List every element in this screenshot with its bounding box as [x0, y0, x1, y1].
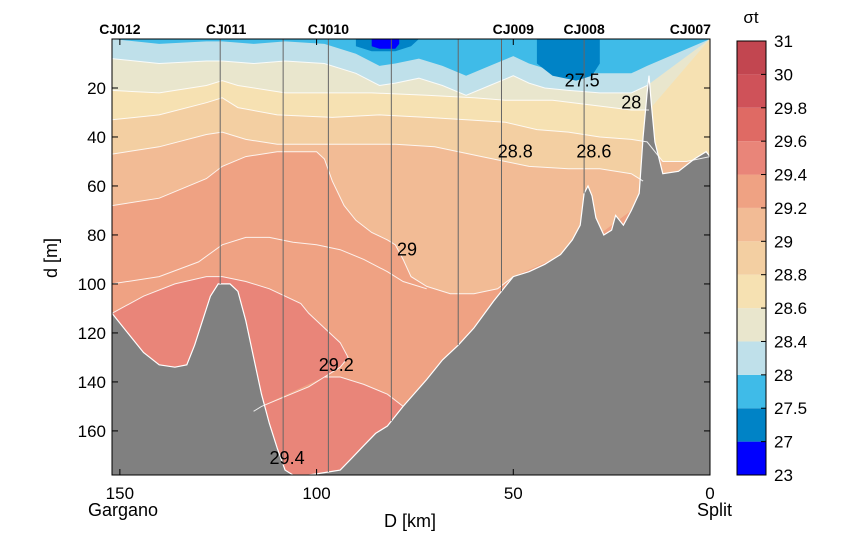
colorbar-level-label: 23: [774, 466, 793, 485]
colorbar-level-label: 29.2: [774, 199, 807, 218]
station-label: CJ008: [563, 21, 604, 37]
colorbar-level-label: 28.8: [774, 266, 807, 285]
y-tick-label: 140: [78, 373, 106, 392]
x-tick-label: 0: [705, 484, 714, 503]
colorbar-swatch: [737, 241, 766, 275]
contour-line: [112, 80, 649, 111]
colorbar-swatch: [737, 41, 766, 75]
contour-label: 28.8: [498, 142, 533, 162]
contour-lines: [112, 58, 710, 475]
station-labels: CJ012 CJ011 CJ010 CJ009 CJ008 CJ007: [99, 21, 711, 37]
colorbar-level-label: 28: [774, 366, 793, 385]
colorbar-frame: [736, 40, 767, 476]
colorbar-level-label: 27.5: [774, 399, 807, 418]
contour-line: [112, 97, 710, 162]
density-fields: [112, 39, 710, 475]
colorbar-swatch: [737, 408, 766, 442]
y-tick-label: 120: [78, 324, 106, 343]
contour-line: [112, 236, 427, 290]
x-tick-label: 150: [106, 484, 134, 503]
colorbar-level-label: 31: [774, 32, 793, 51]
y-tick-label: 80: [87, 226, 106, 245]
colorbar-level-label: 29: [774, 232, 793, 251]
contour-label: 27.5: [565, 71, 600, 91]
colorbar-level-label: 29.6: [774, 132, 807, 151]
contour-line: [324, 376, 404, 407]
contour-line: [112, 58, 648, 96]
colorbar-level-label: 28.6: [774, 299, 807, 318]
contour-label: 29: [397, 240, 417, 260]
plot-frame: [111, 38, 711, 476]
contour-label: 28.6: [576, 142, 611, 162]
y-tick-label: 60: [87, 177, 106, 196]
end-label-left: Gargano: [88, 500, 158, 520]
contour-line: [112, 276, 349, 412]
end-label-right: Split: [697, 500, 732, 520]
colorbar-swatch: [737, 107, 766, 142]
station-label: CJ011: [206, 21, 247, 37]
station-label: CJ009: [493, 21, 534, 37]
x-tick-label: 50: [504, 484, 523, 503]
y-axis-label: d [m]: [41, 238, 61, 278]
colorbar-level-label: 29.4: [774, 166, 807, 185]
y-tick-label: 20: [87, 79, 106, 98]
colorbar-swatch: [737, 308, 766, 342]
colorbar-level-label: 29.8: [774, 99, 807, 118]
colorbar-swatch: [737, 74, 766, 108]
y-tick-label: 100: [78, 275, 106, 294]
colorbar-swatch: [737, 207, 766, 242]
colorbar-swatch: [737, 374, 766, 409]
contour-labels: 27.5 28 28.8 28.6 29 29.2 29.4: [270, 71, 642, 468]
colorbar-level-label: 28.4: [774, 332, 807, 351]
y-tick-label: 160: [78, 422, 106, 441]
x-axis-label: D [km]: [384, 511, 436, 531]
y-tick-label: 40: [87, 128, 106, 147]
station-lines: [219, 39, 585, 472]
seafloor-outline: [112, 75, 710, 475]
station-label: CJ007: [670, 21, 711, 37]
colorbar-swatch: [737, 441, 766, 475]
colorbar-level-label: 30: [774, 65, 793, 84]
x-tick-label: 100: [302, 484, 330, 503]
colorbar-swatch: [737, 341, 766, 375]
contour-label: 29.4: [270, 448, 305, 468]
colorbar-swatch: [737, 274, 766, 309]
seafloor: [112, 75, 710, 475]
contour-label: 29.2: [319, 355, 354, 375]
contour-line: [112, 151, 514, 295]
colorbar-title: σt: [743, 8, 758, 27]
colorbar-level-label: 27: [774, 433, 793, 452]
station-label: CJ012: [99, 21, 140, 37]
station-label: CJ010: [308, 21, 349, 37]
axes: 150 100 50 0 20 40 60 80 100 120 140 160: [78, 39, 715, 503]
colorbar: 23 27 27.5 28 28.4 28.6 28.8 29 29.2 29.4 29.6 29.8…: [736, 8, 807, 485]
colorbar-swatch: [737, 174, 766, 208]
colorbar-swatch: [737, 141, 766, 175]
contour-label: 28: [621, 93, 641, 113]
